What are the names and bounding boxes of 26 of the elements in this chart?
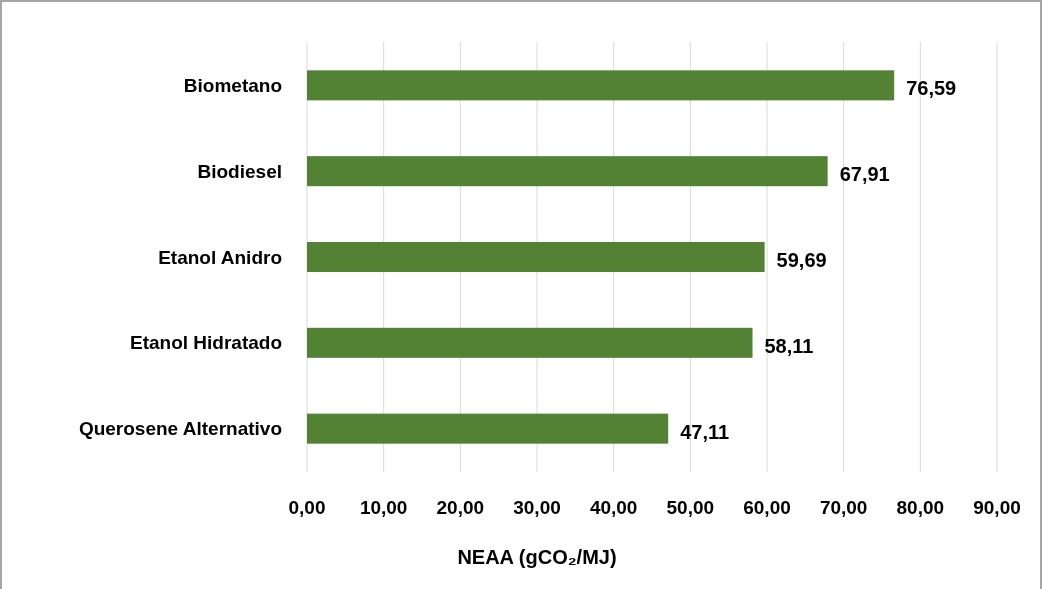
x-tick-label: 20,00 <box>436 496 485 518</box>
x-tick-label: 80,00 <box>896 496 945 518</box>
data-label: 67,91 <box>839 163 890 186</box>
y-tick-label: Etanol Anidro <box>158 246 282 268</box>
x-tick-label: 70,00 <box>819 496 868 518</box>
x-tick-label: 50,00 <box>666 496 715 518</box>
y-tick-label: Querosene Alternativo <box>78 418 282 440</box>
data-label: 58,11 <box>764 334 814 357</box>
x-tick-label: 30,00 <box>513 496 561 518</box>
y-tick-label: Etanol Hidratado <box>129 332 282 354</box>
x-axis-title: NEAA (gCO₂/MJ) <box>457 546 617 568</box>
y-tick-label: Biometano <box>183 74 282 96</box>
data-label: 47,11 <box>680 420 730 443</box>
bar <box>307 70 895 101</box>
y-tick-label: Biodiesel <box>197 160 282 182</box>
bar <box>307 241 765 273</box>
x-tick-label: 60,00 <box>743 496 791 518</box>
x-tick-label: 10,00 <box>359 496 408 518</box>
bar <box>307 156 828 187</box>
x-tick-label: 0,00 <box>288 496 326 518</box>
data-label: 76,59 <box>906 77 957 100</box>
bar <box>307 413 669 444</box>
x-tick-label: 90,00 <box>973 496 1021 518</box>
bar <box>307 327 753 358</box>
x-tick-label: 40,00 <box>589 496 638 518</box>
data-label: 59,69 <box>776 249 827 271</box>
